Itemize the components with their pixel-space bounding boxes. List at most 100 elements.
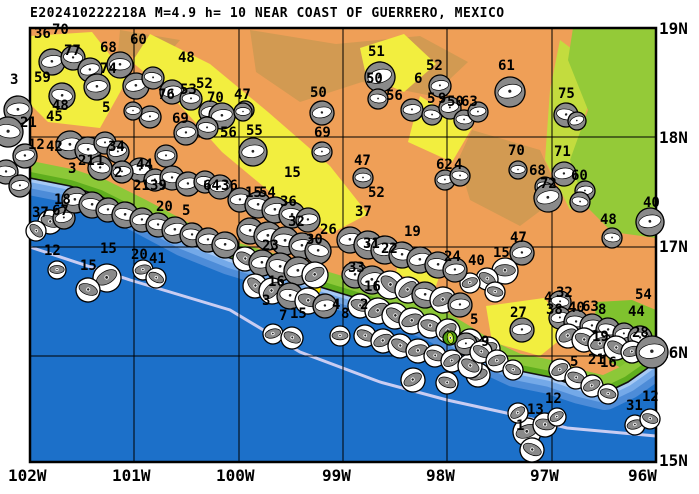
focal-mechanism-beachball — [417, 313, 443, 339]
event-number-label: 41 — [149, 251, 166, 267]
focal-mechanism-beachball — [12, 143, 38, 169]
event-number-label: 15 — [284, 165, 301, 181]
event-number-label: 6 — [414, 71, 422, 87]
focal-mechanism-beachball — [508, 160, 528, 180]
focal-mechanism-beachball — [502, 359, 524, 381]
event-number-label: 47 — [234, 87, 251, 103]
event-number-label: 37 — [32, 205, 49, 221]
event-number-label: 48 — [600, 212, 617, 228]
focal-mechanism-beachball — [47, 260, 67, 280]
event-number-label: 51 — [368, 44, 385, 60]
focal-mechanism-beachball — [435, 371, 459, 395]
event-number-label: 62 — [436, 157, 453, 173]
event-number-label: 27 — [510, 305, 527, 321]
focal-mechanism-beachball — [123, 101, 143, 121]
event-number-label: 2 — [114, 165, 122, 181]
event-number-label: 12 — [545, 391, 562, 407]
event-number-label: 56 — [386, 88, 403, 104]
event-number-label: 56 — [220, 125, 237, 141]
focal-mechanism-beachball — [467, 101, 489, 123]
focal-mechanism-beachball — [580, 374, 604, 398]
event-number-label: 23 — [262, 238, 279, 254]
focal-mechanism-beachball — [311, 141, 333, 163]
event-number-label: 21 — [588, 352, 605, 368]
event-number-label: 12 — [642, 389, 659, 405]
focal-mechanism-beachball — [179, 87, 203, 111]
event-number-label: 47 — [354, 153, 371, 169]
event-number-label: 72 — [540, 176, 557, 192]
event-number-label: 52 — [426, 58, 443, 74]
event-number-label: 3 — [262, 293, 270, 309]
focal-mechanism-beachball — [447, 292, 473, 318]
focal-mechanism-beachball — [8, 174, 32, 198]
event-number-label: 74 — [100, 61, 117, 77]
focal-mechanism-beachball — [507, 402, 529, 424]
focal-mechanism-beachball — [533, 183, 563, 213]
y-axis-label: 17N — [659, 237, 688, 256]
focal-mechanism-beachball — [571, 327, 597, 353]
event-number-label: 70 — [207, 90, 224, 106]
focal-mechanism-beachball — [509, 240, 535, 266]
event-number-label: 61 — [498, 58, 515, 74]
y-axis-label: 19N — [659, 19, 688, 38]
event-number-label: 5 — [427, 91, 435, 107]
focal-mechanism-beachball — [400, 367, 426, 393]
focal-mechanism-beachball — [597, 383, 619, 405]
focal-mechanism-beachball — [0, 116, 24, 148]
event-number-label: 69 — [314, 125, 331, 141]
event-number-label: 54 — [635, 287, 652, 303]
event-number-label: 20 — [131, 247, 148, 263]
event-number-label: 40 — [643, 195, 660, 211]
map-title: E202410222218A M=4.9 h= 10 NEAR COAST OF… — [30, 6, 505, 21]
event-number-label: 16 — [364, 279, 381, 295]
event-number-label: 5 — [182, 203, 190, 219]
focal-mechanism-beachball — [52, 206, 76, 230]
focal-mechanism-beachball — [92, 263, 122, 293]
event-number-label: 42 — [46, 139, 63, 155]
event-number-label: 1 — [96, 153, 104, 169]
focal-mechanism-beachball — [548, 306, 572, 330]
event-number-label: 18 — [54, 192, 71, 208]
beachball-layer — [0, 45, 669, 463]
focal-mechanism-beachball — [547, 407, 567, 427]
event-number-label: 36 — [34, 26, 51, 42]
event-number-label: 47 — [510, 230, 527, 246]
event-number-label: 71 — [554, 144, 571, 160]
event-number-label: 5 — [102, 100, 110, 116]
event-number-label: 9 — [481, 334, 489, 350]
event-number-label: 54 — [259, 185, 276, 201]
event-number-label: 52 — [368, 185, 385, 201]
x-axis-label: 98W — [426, 466, 455, 485]
focal-mechanism-beachball — [141, 66, 165, 90]
event-number-label: 70 — [508, 143, 525, 159]
focal-mechanism-beachball — [551, 161, 577, 187]
event-number-label: 19 — [404, 224, 421, 240]
focal-mechanism-beachball — [106, 51, 134, 79]
event-number-label: 36 — [221, 178, 238, 194]
focal-mechanism-beachball — [459, 272, 481, 294]
event-number-label: 40 — [568, 300, 585, 316]
event-number-label: 40 — [468, 253, 485, 269]
event-number-label: 64 — [203, 178, 220, 194]
event-number-label: 16 — [268, 274, 285, 290]
focal-mechanism-beachball — [454, 332, 478, 356]
event-number-label: 15 — [290, 306, 307, 322]
focal-mechanism-beachball — [159, 79, 185, 105]
focal-mechanism-beachball — [624, 414, 646, 436]
focal-mechanism-beachball — [485, 349, 509, 373]
focal-mechanism-beachball — [400, 98, 424, 122]
event-number-label: 76 — [158, 87, 175, 103]
event-number-label: 53 — [180, 82, 197, 98]
y-axis-label: 18N — [659, 128, 688, 147]
event-number-label: 50 — [447, 94, 464, 110]
x-axis-label: 97W — [530, 466, 559, 485]
event-number-label: 21 — [133, 178, 150, 194]
focal-mechanism-beachball — [601, 227, 623, 249]
focal-mechanism-beachball — [509, 317, 535, 343]
focal-mechanism-beachball — [304, 237, 332, 265]
event-number-label: 20 — [156, 199, 173, 215]
event-number-label: 5 — [570, 354, 578, 370]
